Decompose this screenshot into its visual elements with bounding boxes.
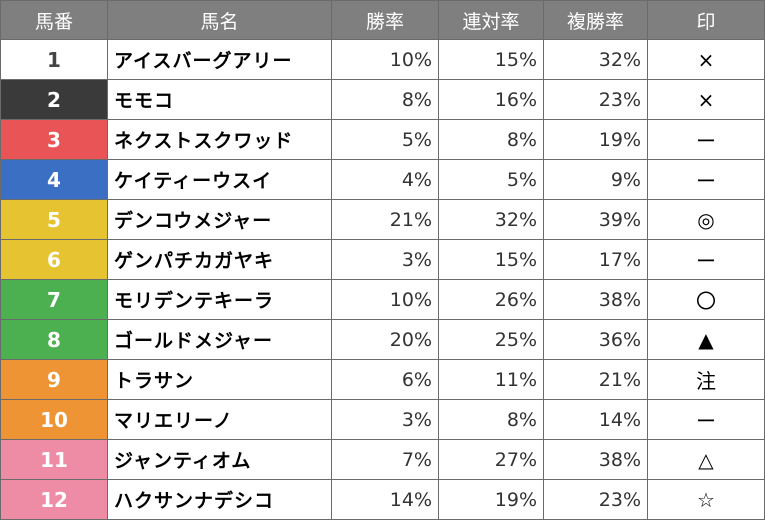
mark-cell: ー: [647, 399, 765, 440]
win-rate-cell: 8%: [331, 79, 439, 120]
horse-name-cell: マリエリーノ: [107, 399, 332, 440]
table-row: 6 ゲンパチカガヤキ 3% 15% 17% ー: [0, 239, 765, 280]
win-rate-cell: 14%: [331, 479, 439, 520]
show-rate-cell: 9%: [543, 159, 648, 200]
header-win-rate: 勝率: [331, 0, 439, 40]
show-rate-cell: 14%: [543, 399, 648, 440]
header-mark: 印: [647, 0, 765, 40]
show-rate-cell: 17%: [543, 239, 648, 280]
place-rate-cell: 32%: [438, 199, 544, 240]
show-rate-cell: 38%: [543, 439, 648, 480]
place-rate-cell: 25%: [438, 319, 544, 360]
horse-number-cell: 11: [0, 439, 108, 480]
place-rate-cell: 8%: [438, 119, 544, 160]
header-place-rate: 連対率: [438, 0, 544, 40]
table-row: 12 ハクサンナデシコ 14% 19% 23% ☆: [0, 479, 765, 520]
mark-cell: ◎: [647, 199, 765, 240]
mark-cell: ☆: [647, 479, 765, 520]
horse-name-cell: アイスバーグアリー: [107, 39, 332, 80]
horse-number-cell: 5: [0, 199, 108, 240]
mark-cell: △: [647, 439, 765, 480]
horse-name-cell: ハクサンナデシコ: [107, 479, 332, 520]
table-row: 8 ゴールドメジャー 20% 25% 36% ▲: [0, 319, 765, 360]
mark-cell: ▲: [647, 319, 765, 360]
show-rate-cell: 32%: [543, 39, 648, 80]
table-row: 4 ケイティーウスイ 4% 5% 9% ー: [0, 159, 765, 200]
table-row: 10 マリエリーノ 3% 8% 14% ー: [0, 399, 765, 440]
header-row: 馬番 馬名 勝率 連対率 複勝率 印: [0, 0, 765, 40]
win-rate-cell: 6%: [331, 359, 439, 400]
horse-name-cell: デンコウメジャー: [107, 199, 332, 240]
horse-number-cell: 7: [0, 279, 108, 320]
win-rate-cell: 7%: [331, 439, 439, 480]
horse-number-cell: 6: [0, 239, 108, 280]
mark-cell: ー: [647, 119, 765, 160]
show-rate-cell: 23%: [543, 79, 648, 120]
horse-name-cell: トラサン: [107, 359, 332, 400]
win-rate-cell: 3%: [331, 239, 439, 280]
place-rate-cell: 27%: [438, 439, 544, 480]
table-row: 5 デンコウメジャー 21% 32% 39% ◎: [0, 199, 765, 240]
horse-name-cell: モモコ: [107, 79, 332, 120]
show-rate-cell: 39%: [543, 199, 648, 240]
show-rate-cell: 23%: [543, 479, 648, 520]
table-row: 11 ジャンティオム 7% 27% 38% △: [0, 439, 765, 480]
place-rate-cell: 19%: [438, 479, 544, 520]
win-rate-cell: 20%: [331, 319, 439, 360]
horse-number-cell: 3: [0, 119, 108, 160]
show-rate-cell: 19%: [543, 119, 648, 160]
win-rate-cell: 5%: [331, 119, 439, 160]
place-rate-cell: 15%: [438, 239, 544, 280]
horse-number-cell: 4: [0, 159, 108, 200]
horse-number-cell: 12: [0, 479, 108, 520]
header-horse-name: 馬名: [107, 0, 332, 40]
mark-cell: ー: [647, 239, 765, 280]
horse-name-cell: ケイティーウスイ: [107, 159, 332, 200]
table-row: 2 モモコ 8% 16% 23% ×: [0, 79, 765, 120]
win-rate-cell: 21%: [331, 199, 439, 240]
table-row: 7 モリデンテキーラ 10% 26% 38% 〇: [0, 279, 765, 320]
mark-cell: ー: [647, 159, 765, 200]
win-rate-cell: 4%: [331, 159, 439, 200]
mark-cell: ×: [647, 39, 765, 80]
horse-number-cell: 10: [0, 399, 108, 440]
horse-name-cell: ネクストスクワッド: [107, 119, 332, 160]
table-row: 3 ネクストスクワッド 5% 8% 19% ー: [0, 119, 765, 160]
mark-cell: 注: [647, 359, 765, 400]
win-rate-cell: 10%: [331, 39, 439, 80]
header-horse-number: 馬番: [0, 0, 108, 40]
table-body: 1 アイスバーグアリー 10% 15% 32% × 2 モモコ 8% 16% 23% × 3 ネクストスク…: [0, 39, 765, 520]
horse-number-cell: 9: [0, 359, 108, 400]
show-rate-cell: 36%: [543, 319, 648, 360]
table-row: 1 アイスバーグアリー 10% 15% 32% ×: [0, 39, 765, 80]
horse-number-cell: 2: [0, 79, 108, 120]
win-rate-cell: 10%: [331, 279, 439, 320]
horse-number-cell: 1: [0, 39, 108, 80]
horse-number-cell: 8: [0, 319, 108, 360]
place-rate-cell: 8%: [438, 399, 544, 440]
place-rate-cell: 16%: [438, 79, 544, 120]
place-rate-cell: 5%: [438, 159, 544, 200]
horse-name-cell: ゴールドメジャー: [107, 319, 332, 360]
table-row: 9 トラサン 6% 11% 21% 注: [0, 359, 765, 400]
mark-cell: ×: [647, 79, 765, 120]
place-rate-cell: 26%: [438, 279, 544, 320]
horse-name-cell: ジャンティオム: [107, 439, 332, 480]
horse-name-cell: ゲンパチカガヤキ: [107, 239, 332, 280]
show-rate-cell: 21%: [543, 359, 648, 400]
mark-cell: 〇: [647, 279, 765, 320]
win-rate-cell: 3%: [331, 399, 439, 440]
horse-name-cell: モリデンテキーラ: [107, 279, 332, 320]
place-rate-cell: 11%: [438, 359, 544, 400]
place-rate-cell: 15%: [438, 39, 544, 80]
show-rate-cell: 38%: [543, 279, 648, 320]
header-show-rate: 複勝率: [543, 0, 648, 40]
